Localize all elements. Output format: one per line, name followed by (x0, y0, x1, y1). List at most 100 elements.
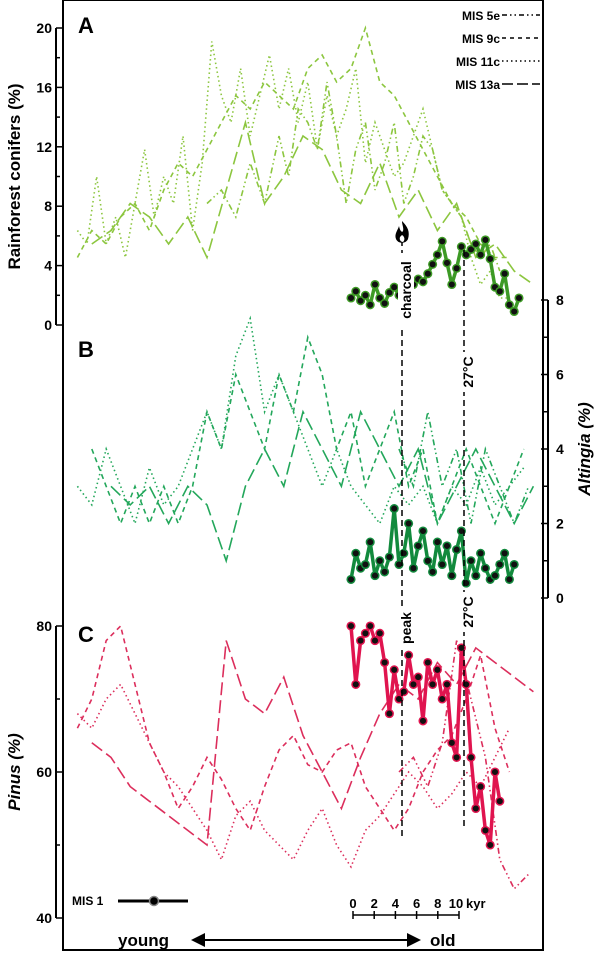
data-point (346, 574, 356, 584)
data-point (466, 752, 476, 762)
all-series (76, 25, 535, 891)
data-point (356, 636, 366, 646)
young-label: young (118, 931, 169, 950)
data-point (394, 694, 404, 704)
data-point (351, 548, 361, 558)
data-point (447, 279, 457, 290)
scale-bar-label: 4 (392, 896, 400, 911)
data-point (432, 537, 442, 547)
y-axis-title: Pinus (%) (5, 733, 24, 811)
axis-B: 0 2 4 6 8 Altingia (%) (541, 292, 594, 606)
peak-label: peak (398, 608, 414, 648)
axis-C: 40 60 80 Pinus (%) (5, 618, 63, 926)
scale-bar-label: 8 (434, 896, 441, 911)
data-point (471, 803, 481, 814)
data-point (365, 621, 375, 631)
data-point (365, 300, 375, 310)
series-line-C-mis-13a (91, 640, 534, 847)
y-axis-title: Altingia (%) (575, 402, 594, 497)
data-point (380, 657, 390, 668)
y-axis-title-C: Pinus (%) (5, 733, 24, 811)
series-line-B-mis-9c (91, 334, 525, 527)
data-point (346, 621, 356, 631)
scale-bar-label: 2 (371, 896, 378, 911)
data-point (423, 556, 433, 566)
scale-bar-label: 10 (449, 896, 463, 911)
data-point (504, 574, 514, 584)
y-tick-label: 2 (556, 516, 564, 532)
data-point (504, 300, 514, 310)
data-point (485, 840, 495, 850)
data-point (495, 559, 505, 570)
data-point (413, 541, 423, 551)
temperature-label-c-bg (460, 592, 476, 632)
y-tick-label: 20 (36, 20, 52, 36)
data-point (389, 282, 399, 292)
old-label: old (430, 931, 456, 950)
data-point (500, 269, 510, 279)
charcoal-label-text: charcoal (398, 261, 414, 319)
data-point (480, 825, 490, 835)
y-tick-label: 4 (556, 441, 564, 457)
temperature-label-b: 27°C (460, 352, 476, 392)
plot-border (62, 0, 544, 951)
scale-bar-label: 6 (413, 896, 420, 911)
y-tick-label: 12 (36, 139, 52, 155)
data-point (404, 650, 414, 660)
age-direction: young old (118, 931, 456, 950)
data-point (370, 636, 380, 646)
series-line-A-mis-9c (76, 25, 510, 259)
data-point (428, 259, 438, 269)
data-point (399, 548, 409, 558)
y-tick-label: 8 (44, 198, 52, 214)
data-point (495, 286, 505, 296)
data-point (360, 290, 370, 300)
data-point (432, 665, 442, 675)
data-point (471, 239, 481, 249)
data-point (375, 556, 385, 566)
series-line-B-mis-11c (76, 315, 525, 527)
data-point (466, 556, 476, 566)
data-point (384, 552, 394, 562)
data-point (509, 559, 519, 570)
y-tick-label: 8 (556, 292, 564, 308)
arrow-left-icon (191, 933, 205, 947)
legend-label-mis5e: MIS 5e (462, 9, 500, 23)
y-tick-label: 4 (44, 258, 52, 274)
data-point (380, 567, 390, 577)
y-tick-label: 0 (556, 590, 564, 606)
data-point (452, 752, 462, 762)
data-point (418, 277, 428, 287)
scale-bar-unit: kyr (466, 896, 486, 911)
temperature-label-c: 27°C (460, 592, 476, 632)
data-point (394, 559, 404, 570)
y-tick-label: 60 (36, 764, 52, 780)
arrow-right-icon (407, 933, 421, 947)
data-point (351, 286, 361, 296)
data-point (399, 687, 409, 697)
data-point (485, 254, 495, 264)
data-point (500, 548, 510, 558)
y-tick-label: 0 (44, 317, 52, 333)
series-line-B-mis-13a (110, 409, 535, 564)
charcoal-label: charcoal (398, 253, 414, 327)
data-point (476, 782, 486, 792)
y-tick-label: 6 (556, 367, 564, 383)
data-point (428, 567, 438, 577)
panel-label-c: C (78, 622, 94, 647)
y-axis-title: Rainforest conifers (%) (5, 83, 24, 269)
data-point (442, 679, 452, 689)
series-line-A-mis-11c (76, 41, 510, 299)
data-point (442, 541, 452, 551)
data-point (380, 298, 390, 308)
mis1-legend: MIS 1 (72, 894, 188, 908)
data-point (351, 679, 361, 689)
fire-icon (395, 221, 409, 243)
legend-label-mis9c: MIS 9c (462, 32, 500, 46)
peak-label-text: peak (398, 612, 414, 644)
data-point (471, 571, 481, 581)
data-point (423, 269, 433, 279)
y-axis-title-A: Rainforest conifers (%) (5, 83, 24, 269)
data-point (456, 643, 466, 653)
